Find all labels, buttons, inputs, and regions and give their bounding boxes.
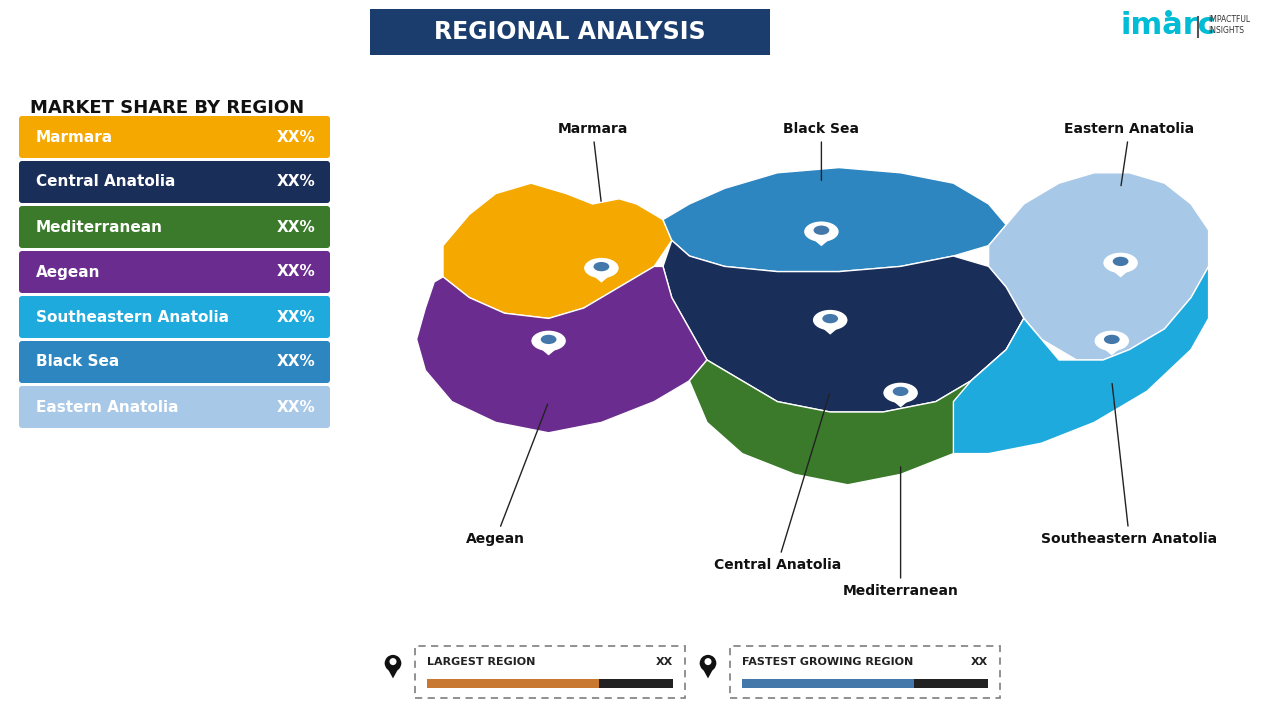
FancyBboxPatch shape	[19, 206, 330, 248]
FancyBboxPatch shape	[742, 679, 914, 688]
Text: XX: XX	[655, 657, 673, 667]
Text: Eastern Anatolia: Eastern Anatolia	[36, 400, 178, 415]
Circle shape	[813, 310, 847, 330]
Text: XX: XX	[970, 657, 988, 667]
Text: Black Sea: Black Sea	[783, 122, 859, 181]
Text: imarc: imarc	[1120, 11, 1216, 40]
Polygon shape	[804, 232, 838, 246]
FancyBboxPatch shape	[19, 161, 330, 203]
Circle shape	[814, 225, 829, 235]
Text: Central Anatolia: Central Anatolia	[714, 394, 841, 572]
Text: LARGEST REGION: LARGEST REGION	[428, 657, 535, 667]
Polygon shape	[663, 168, 1006, 271]
Text: XX%: XX%	[276, 174, 315, 189]
Circle shape	[822, 314, 838, 323]
Polygon shape	[883, 393, 918, 408]
Polygon shape	[531, 341, 566, 356]
FancyBboxPatch shape	[370, 9, 771, 55]
FancyBboxPatch shape	[19, 386, 330, 428]
Text: Mediterranean: Mediterranean	[36, 220, 163, 235]
FancyBboxPatch shape	[19, 251, 330, 293]
Text: XX%: XX%	[276, 354, 315, 369]
Text: XX%: XX%	[276, 310, 315, 325]
Polygon shape	[1103, 263, 1138, 277]
Polygon shape	[385, 663, 402, 678]
Polygon shape	[690, 318, 1059, 485]
Circle shape	[385, 655, 402, 672]
Circle shape	[540, 335, 557, 344]
Text: XX%: XX%	[276, 130, 315, 145]
Polygon shape	[700, 663, 717, 678]
Circle shape	[892, 387, 909, 396]
FancyBboxPatch shape	[599, 679, 673, 688]
Circle shape	[584, 258, 618, 278]
Text: MARKET SHARE BY REGION: MARKET SHARE BY REGION	[29, 99, 305, 117]
FancyBboxPatch shape	[428, 679, 599, 688]
Circle shape	[704, 658, 712, 665]
FancyBboxPatch shape	[19, 116, 330, 158]
Text: Marmara: Marmara	[557, 122, 627, 201]
Circle shape	[700, 655, 717, 672]
Polygon shape	[954, 266, 1208, 454]
Text: Southeastern Anatolia: Southeastern Anatolia	[1042, 384, 1217, 546]
Polygon shape	[813, 320, 847, 335]
Text: FASTEST GROWING REGION: FASTEST GROWING REGION	[742, 657, 913, 667]
Polygon shape	[416, 266, 707, 433]
Circle shape	[1103, 253, 1138, 273]
Text: Marmara: Marmara	[36, 130, 113, 145]
Text: IMPACTFUL
INSIGHTS: IMPACTFUL INSIGHTS	[1208, 15, 1251, 35]
Text: Aegean: Aegean	[36, 264, 101, 279]
Polygon shape	[988, 173, 1208, 360]
FancyBboxPatch shape	[914, 679, 988, 688]
Circle shape	[804, 222, 838, 242]
Polygon shape	[443, 183, 672, 318]
Text: XX%: XX%	[276, 264, 315, 279]
Circle shape	[883, 382, 918, 403]
Polygon shape	[663, 240, 1024, 412]
Text: Mediterranean: Mediterranean	[842, 467, 959, 598]
Text: Black Sea: Black Sea	[36, 354, 119, 369]
Circle shape	[531, 330, 566, 351]
Circle shape	[1103, 335, 1120, 344]
Circle shape	[1112, 257, 1129, 266]
FancyBboxPatch shape	[19, 296, 330, 338]
Text: XX%: XX%	[276, 400, 315, 415]
Polygon shape	[584, 268, 618, 283]
Text: REGIONAL ANALYSIS: REGIONAL ANALYSIS	[434, 20, 705, 44]
Circle shape	[389, 658, 397, 665]
Text: Aegean: Aegean	[466, 404, 548, 546]
Polygon shape	[1094, 341, 1129, 356]
FancyBboxPatch shape	[19, 341, 330, 383]
Text: Central Anatolia: Central Anatolia	[36, 174, 175, 189]
Text: Eastern Anatolia: Eastern Anatolia	[1065, 122, 1194, 186]
Circle shape	[1094, 330, 1129, 351]
Text: Southeastern Anatolia: Southeastern Anatolia	[36, 310, 229, 325]
Circle shape	[594, 262, 609, 271]
Text: XX%: XX%	[276, 220, 315, 235]
